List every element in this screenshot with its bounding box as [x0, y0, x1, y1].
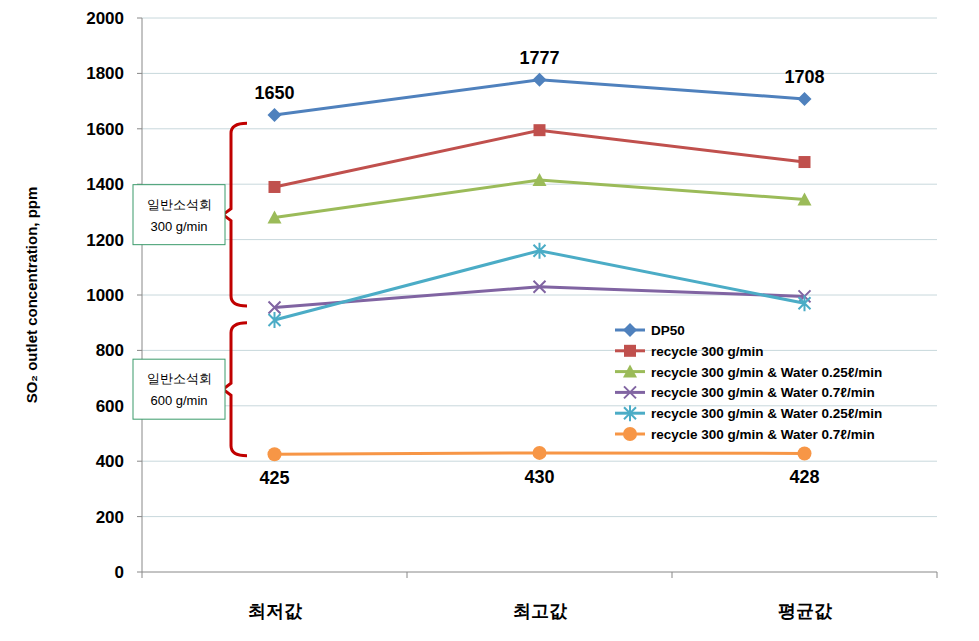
- legend-label: recycle 300 g/min & Water 0.25ℓ/min: [651, 365, 882, 380]
- tick-mark: [137, 516, 142, 517]
- grid-line: [142, 239, 937, 240]
- data-label: 425: [259, 468, 289, 488]
- data-point: [534, 281, 546, 293]
- y-tick-label: 2000: [86, 9, 124, 28]
- legend-label: DP50: [651, 323, 685, 338]
- legend-marker: [623, 427, 637, 441]
- y-tick-label: 0: [115, 563, 124, 582]
- data-label: 430: [524, 467, 554, 487]
- legend-label: recycle 300 g/min & Water 0.7ℓ/min: [651, 385, 875, 400]
- annotation-box: [133, 185, 225, 245]
- grid-line: [142, 461, 937, 462]
- legend-marker: [624, 405, 636, 421]
- tick-mark: [137, 572, 142, 573]
- y-tick-label: 800: [96, 341, 124, 360]
- data-point: [269, 312, 281, 328]
- legend-label: recycle 300 g/min & Water 0.7ℓ/min: [651, 427, 875, 442]
- legend-marker: [624, 386, 636, 398]
- x-tick-label: 최고값: [513, 601, 568, 621]
- bracket: [223, 123, 247, 306]
- data-point: [798, 446, 812, 460]
- series-line: [275, 287, 805, 308]
- legend-label: recycle 300 g/min: [651, 344, 764, 359]
- annotation-text: 일반소석회: [147, 371, 212, 386]
- data-label: 1777: [519, 48, 559, 68]
- x-tick-label: 최저값: [248, 601, 303, 621]
- y-tick-label: 1600: [86, 120, 124, 139]
- data-label: 1650: [254, 83, 294, 103]
- y-tick-label: 400: [96, 452, 124, 471]
- annotation-text: 300 g/min: [150, 219, 207, 234]
- data-point: [268, 447, 282, 461]
- grid-line: [142, 350, 937, 351]
- y-tick-label: 600: [96, 397, 124, 416]
- x-axis: [142, 572, 937, 573]
- tick-mark: [137, 461, 142, 462]
- data-point: [268, 210, 282, 223]
- grid-line: [142, 18, 937, 19]
- x-tick-label: 평균값: [778, 601, 833, 621]
- grid-line: [142, 516, 937, 517]
- data-point: [534, 124, 546, 136]
- data-labels: 1650 1777 1708 425 430 428: [254, 48, 824, 489]
- data-label: 1708: [784, 67, 824, 87]
- annotation-text: 일반소석회: [147, 197, 212, 212]
- data-point: [799, 156, 811, 168]
- legend-marker: [624, 345, 636, 357]
- y-axis-label: SO₂ outlet concentration, ppm: [23, 187, 40, 404]
- annotation-box: [133, 359, 225, 419]
- data-point: [533, 446, 547, 460]
- plot-area: [268, 73, 812, 462]
- tick-mark: [137, 18, 142, 19]
- data-point: [533, 173, 547, 186]
- y-tick-label: 1800: [86, 64, 124, 83]
- legend: DP50 recycle 300 g/min recycle 300 g/min &…: [615, 323, 882, 442]
- y-tick-label: 1400: [86, 175, 124, 194]
- tick-mark: [137, 295, 142, 296]
- data-point: [533, 73, 547, 87]
- tick-mark: [137, 350, 142, 351]
- data-point: [269, 181, 281, 193]
- grid-line: [142, 295, 937, 296]
- data-label: 428: [789, 467, 819, 487]
- y-tick-label: 200: [96, 508, 124, 527]
- y-tick-label: 1200: [86, 231, 124, 250]
- data-point: [798, 92, 812, 106]
- data-point: [798, 192, 812, 205]
- tick-mark: [137, 73, 142, 74]
- chart: 0 200 400 600 800 1000 1200 1400 1600 1800 2000 최저값…: [0, 0, 979, 641]
- tick-mark: [137, 128, 142, 129]
- data-point: [268, 108, 282, 122]
- series-line: [275, 130, 805, 187]
- data-point: [534, 243, 546, 259]
- legend-marker: [623, 323, 637, 337]
- y-axis: [142, 18, 143, 572]
- annotation-text: 600 g/min: [150, 393, 207, 408]
- data-point: [799, 295, 811, 311]
- x-tick-mark: [672, 572, 673, 578]
- legend-label: recycle 300 g/min & Water 0.25ℓ/min: [651, 406, 882, 421]
- x-tick-mark: [937, 572, 938, 578]
- x-tick-mark: [142, 572, 143, 578]
- legend-marker: [623, 365, 637, 378]
- bracket: [223, 323, 247, 456]
- series-line: [275, 251, 805, 320]
- y-tick-label: 1000: [86, 286, 124, 305]
- x-tick-mark: [407, 572, 408, 578]
- data-point: [269, 301, 281, 313]
